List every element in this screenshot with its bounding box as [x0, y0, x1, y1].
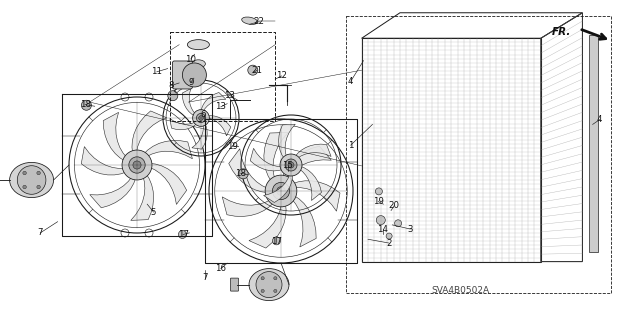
Text: 18: 18 [79, 100, 91, 109]
Text: 7: 7 [38, 228, 43, 237]
Text: 11: 11 [151, 67, 163, 76]
Circle shape [376, 188, 382, 195]
Text: 5: 5 [151, 208, 156, 217]
Circle shape [238, 169, 248, 179]
Text: 18: 18 [235, 169, 246, 178]
Polygon shape [295, 144, 331, 159]
Polygon shape [182, 89, 195, 116]
Text: 21: 21 [252, 66, 263, 75]
Circle shape [280, 154, 302, 176]
Ellipse shape [249, 269, 289, 300]
Circle shape [81, 100, 92, 110]
Text: 13: 13 [223, 91, 235, 100]
Text: SVA4B0502A: SVA4B0502A [432, 286, 490, 295]
Text: 4: 4 [348, 77, 353, 86]
Text: 7: 7 [202, 273, 207, 282]
Circle shape [256, 271, 282, 298]
Circle shape [261, 277, 264, 280]
Circle shape [273, 182, 290, 200]
Text: 3: 3 [408, 225, 413, 234]
Ellipse shape [191, 60, 205, 68]
Circle shape [37, 185, 40, 189]
Ellipse shape [10, 162, 54, 197]
FancyBboxPatch shape [172, 61, 193, 89]
Circle shape [274, 289, 277, 293]
Text: 16: 16 [215, 264, 227, 273]
Text: 19: 19 [227, 142, 237, 151]
Polygon shape [264, 174, 292, 203]
Polygon shape [170, 119, 197, 130]
Circle shape [386, 233, 392, 239]
Polygon shape [282, 146, 332, 179]
Polygon shape [131, 174, 154, 220]
Circle shape [261, 289, 264, 293]
Circle shape [196, 114, 205, 122]
Circle shape [285, 159, 297, 171]
Polygon shape [192, 123, 207, 149]
Polygon shape [132, 111, 166, 153]
Circle shape [182, 63, 206, 87]
Text: 15: 15 [282, 161, 294, 170]
FancyBboxPatch shape [230, 278, 239, 291]
Text: 12: 12 [276, 71, 287, 80]
Text: 4: 4 [597, 115, 602, 124]
Polygon shape [222, 197, 275, 217]
Circle shape [37, 171, 40, 175]
Text: 19: 19 [373, 197, 383, 206]
Circle shape [288, 162, 294, 168]
Circle shape [193, 110, 209, 126]
Circle shape [248, 65, 258, 75]
Circle shape [179, 230, 186, 239]
Circle shape [395, 220, 401, 227]
Circle shape [23, 185, 26, 189]
Circle shape [129, 157, 145, 173]
Circle shape [198, 116, 204, 120]
Polygon shape [589, 35, 598, 252]
Circle shape [265, 175, 297, 207]
Polygon shape [149, 163, 187, 204]
Circle shape [122, 150, 152, 180]
Text: 17: 17 [271, 237, 282, 246]
Circle shape [273, 237, 280, 245]
Text: 8: 8 [169, 81, 174, 90]
Circle shape [23, 171, 26, 175]
Polygon shape [278, 124, 295, 159]
Circle shape [274, 277, 277, 280]
Polygon shape [81, 147, 127, 175]
Polygon shape [250, 148, 283, 171]
Polygon shape [103, 112, 127, 161]
Circle shape [168, 91, 178, 101]
Text: 9: 9 [188, 78, 193, 87]
Circle shape [376, 216, 385, 225]
Text: 6: 6 [201, 110, 206, 119]
Text: 17: 17 [177, 230, 189, 239]
Circle shape [17, 166, 46, 194]
Polygon shape [201, 93, 226, 112]
Ellipse shape [242, 17, 257, 25]
Text: 10: 10 [185, 55, 196, 63]
Polygon shape [228, 149, 268, 193]
Circle shape [133, 161, 141, 169]
Polygon shape [264, 132, 289, 182]
Text: 13: 13 [215, 102, 227, 111]
Text: 1: 1 [348, 141, 353, 150]
Text: 2: 2 [387, 239, 392, 248]
Polygon shape [90, 176, 136, 208]
Circle shape [276, 187, 285, 195]
Text: FR.: FR. [552, 27, 572, 37]
Text: 20: 20 [388, 201, 400, 210]
Text: 14: 14 [377, 225, 388, 234]
Polygon shape [299, 166, 321, 201]
Ellipse shape [188, 40, 209, 50]
Polygon shape [291, 195, 316, 247]
Polygon shape [292, 181, 340, 211]
Polygon shape [207, 116, 231, 136]
Polygon shape [249, 203, 286, 248]
Text: 22: 22 [253, 17, 265, 26]
Polygon shape [143, 140, 193, 159]
